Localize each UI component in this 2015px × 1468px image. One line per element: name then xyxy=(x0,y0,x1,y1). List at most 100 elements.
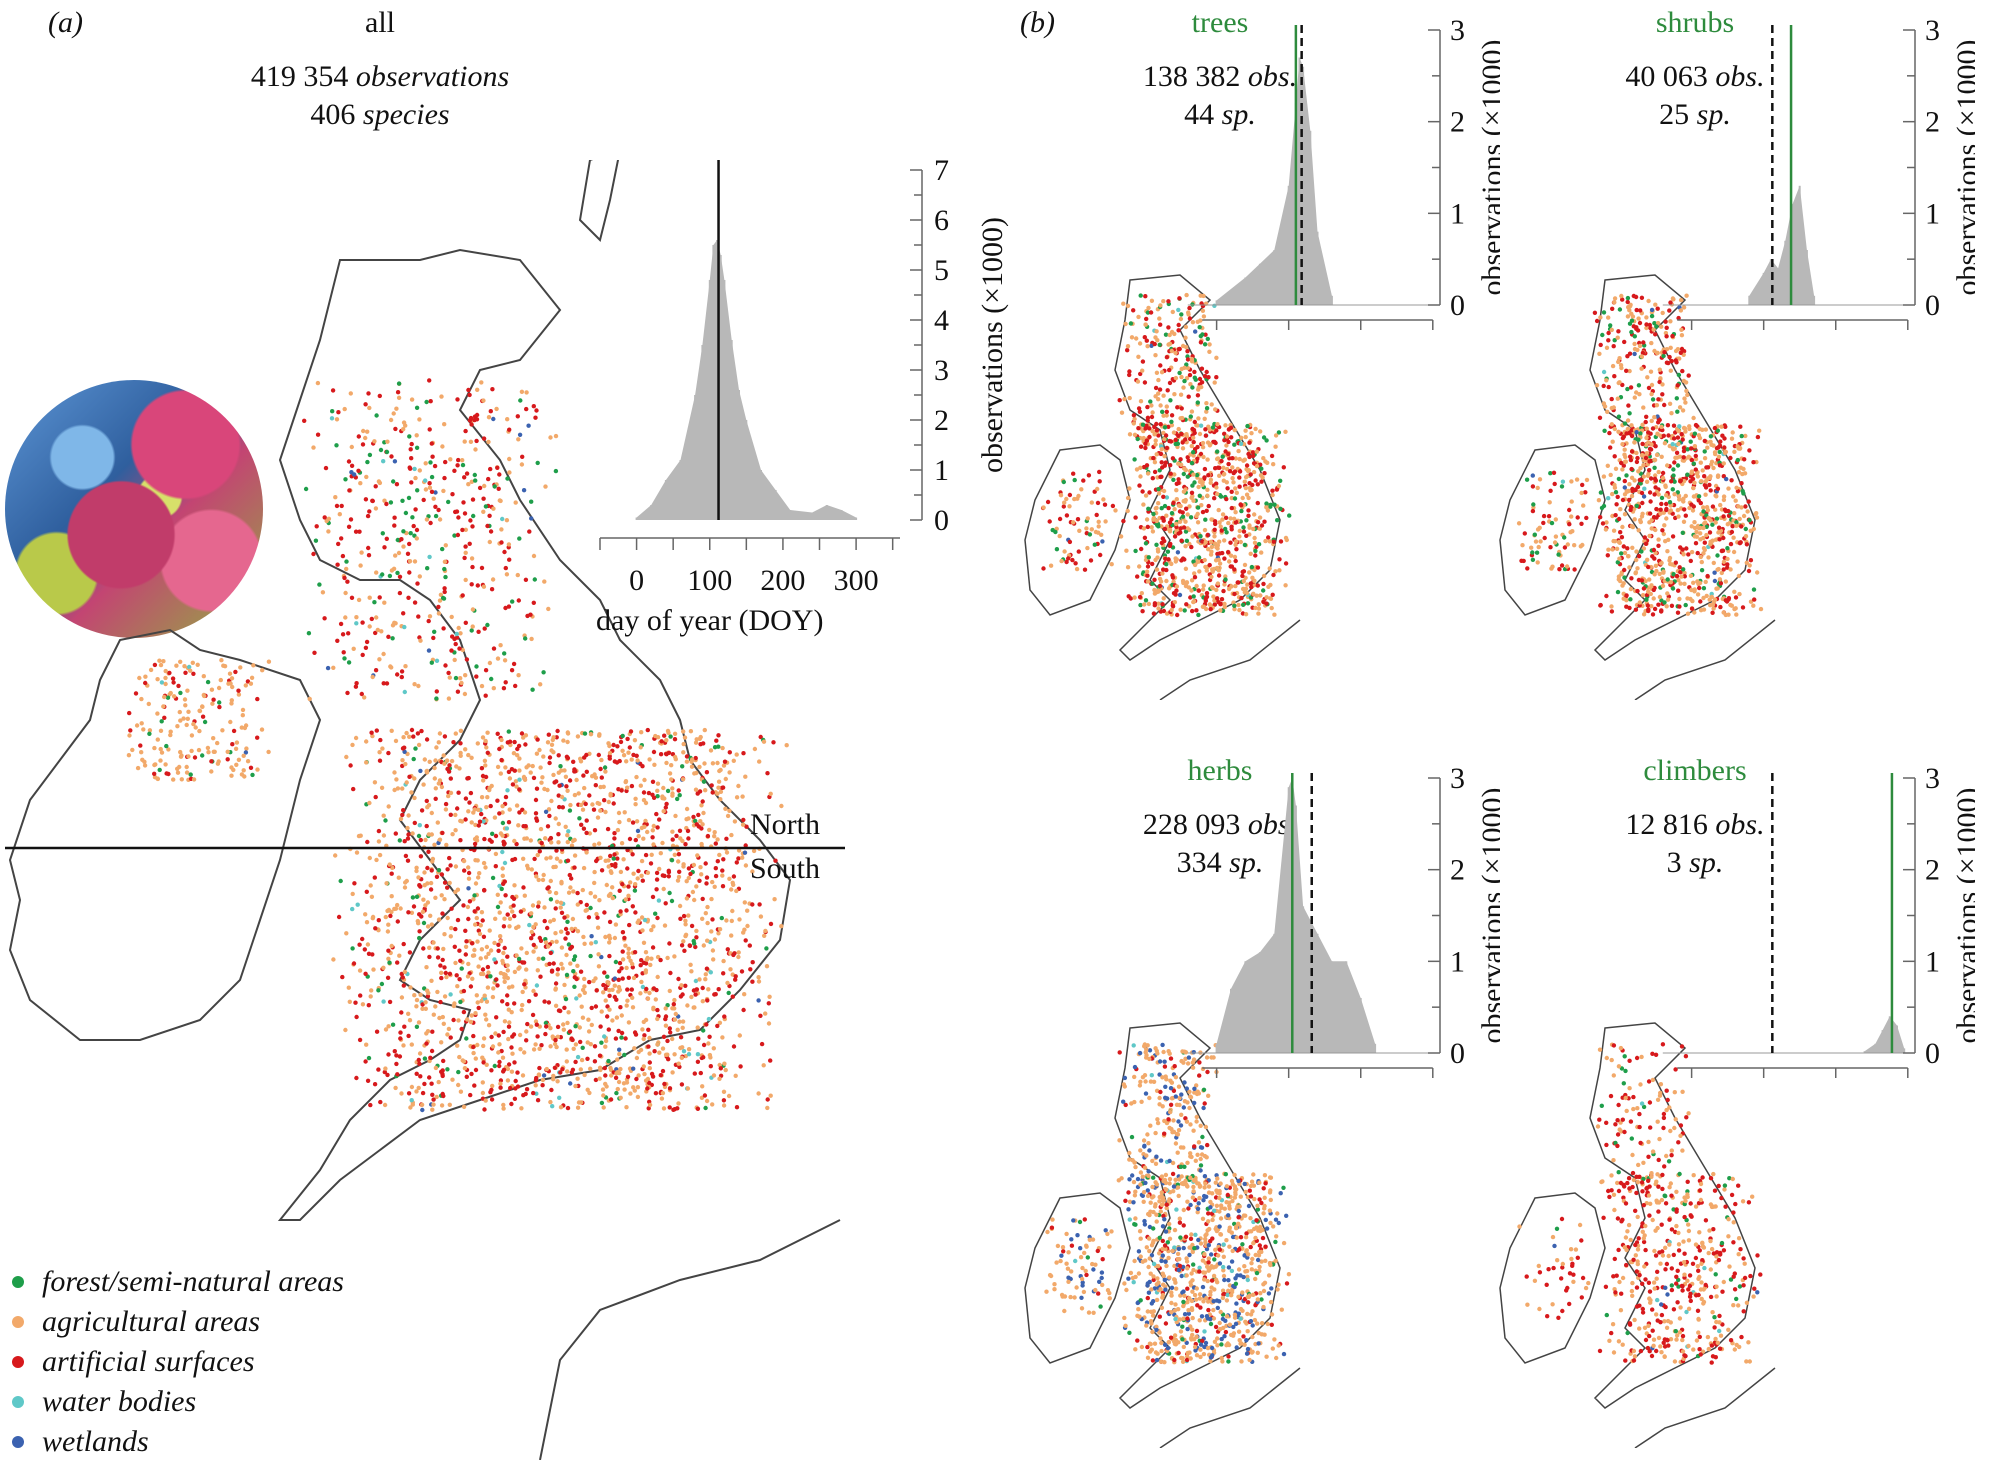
observation-point xyxy=(459,1090,463,1094)
observation-point xyxy=(620,882,624,886)
observation-point xyxy=(609,1073,613,1077)
observation-point xyxy=(489,409,493,413)
observation-point xyxy=(246,759,250,763)
observation-point xyxy=(703,1093,707,1097)
observation-point xyxy=(707,1035,711,1039)
observation-point xyxy=(322,616,326,620)
observation-point xyxy=(648,1060,652,1064)
observation-point xyxy=(730,919,734,923)
observation-point xyxy=(444,971,448,975)
observation-point xyxy=(737,950,741,954)
observation-point xyxy=(639,874,643,878)
observation-point xyxy=(431,1097,435,1101)
observation-point xyxy=(635,754,639,758)
observation-point xyxy=(681,729,685,733)
observation-point xyxy=(689,969,693,973)
observation-point xyxy=(438,1000,442,1004)
observation-point xyxy=(516,673,520,677)
observation-point xyxy=(384,881,388,885)
observation-point xyxy=(566,756,570,760)
observation-point xyxy=(430,811,434,815)
y-axis-label: observations (×1000) xyxy=(976,217,1009,473)
observation-point xyxy=(579,759,583,763)
observation-point xyxy=(621,857,625,861)
observation-point xyxy=(1696,582,1700,586)
observation-point xyxy=(1161,567,1165,571)
observation-point xyxy=(1726,522,1730,526)
observation-point xyxy=(668,1105,672,1109)
observation-point xyxy=(617,811,621,815)
observation-point xyxy=(531,989,535,993)
observation-point xyxy=(503,1019,507,1023)
observation-point xyxy=(1172,507,1176,511)
observation-point xyxy=(1217,573,1221,577)
observation-point xyxy=(554,816,558,820)
observation-point xyxy=(464,1036,468,1040)
observation-point xyxy=(603,769,607,773)
observation-point xyxy=(685,807,689,811)
observation-point xyxy=(574,778,578,782)
observation-point xyxy=(646,728,650,732)
observation-point xyxy=(531,1091,535,1095)
observation-point xyxy=(360,620,364,624)
observation-point xyxy=(534,811,538,815)
observation-point xyxy=(429,887,433,891)
observation-point xyxy=(565,973,569,977)
observation-point xyxy=(745,924,749,928)
observation-point xyxy=(1141,502,1145,506)
observation-point xyxy=(670,830,674,834)
observation-point xyxy=(1269,503,1273,507)
observation-point xyxy=(467,800,471,804)
observation-point xyxy=(1086,516,1090,520)
observation-point xyxy=(497,811,501,815)
observation-point xyxy=(401,529,405,533)
observation-point xyxy=(501,1056,505,1060)
observation-point xyxy=(652,824,656,828)
observation-point xyxy=(695,822,699,826)
observation-point xyxy=(635,1056,639,1060)
observation-point xyxy=(393,1049,397,1053)
observation-point xyxy=(186,717,190,721)
panel-a-obs-count: 419 354 xyxy=(251,60,349,93)
observation-point xyxy=(1237,608,1241,612)
observation-point xyxy=(213,750,217,754)
observation-point xyxy=(1218,602,1222,606)
observation-point xyxy=(552,961,556,965)
observation-point xyxy=(609,869,613,873)
observation-point xyxy=(357,598,361,602)
observation-point xyxy=(659,851,663,855)
observation-point xyxy=(469,1020,473,1024)
observation-point xyxy=(203,720,207,724)
observation-point xyxy=(431,1102,435,1106)
observation-point xyxy=(1215,422,1219,426)
observation-point xyxy=(466,962,470,966)
observation-point xyxy=(365,640,369,644)
observation-point xyxy=(371,675,375,679)
france-coast xyxy=(1635,620,1775,700)
observation-point xyxy=(474,881,478,885)
observation-point xyxy=(1213,380,1217,384)
observation-point xyxy=(613,976,617,980)
observation-point xyxy=(611,743,615,747)
observation-point xyxy=(1071,520,1075,524)
observation-point xyxy=(1199,385,1203,389)
observation-point xyxy=(621,930,625,934)
observation-point xyxy=(427,955,431,959)
histogram-bar xyxy=(723,280,725,520)
histogram-bar xyxy=(1309,131,1311,305)
observation-point xyxy=(607,994,611,998)
observation-point xyxy=(701,999,705,1003)
observation-point xyxy=(394,739,398,743)
observation-point xyxy=(653,912,657,916)
observation-point xyxy=(372,600,376,604)
observation-point xyxy=(526,866,530,870)
observation-point xyxy=(456,1018,460,1022)
observation-point xyxy=(395,1072,399,1076)
observation-point xyxy=(644,1018,648,1022)
observation-point xyxy=(1181,446,1185,450)
observation-point xyxy=(618,961,622,965)
observation-point xyxy=(1048,519,1052,523)
observation-point xyxy=(532,943,536,947)
observation-point xyxy=(496,732,500,736)
observation-point xyxy=(561,1022,565,1026)
